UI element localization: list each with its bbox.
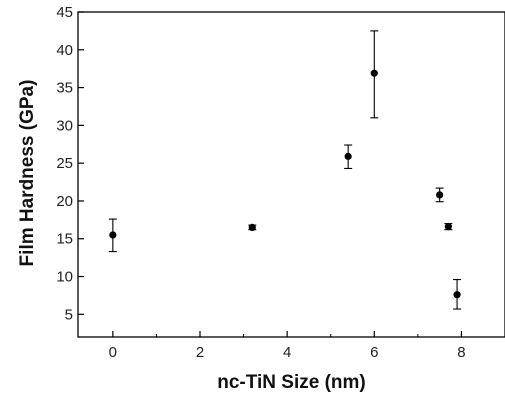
x-axis-ticks: 0 2 4 6 8 — [109, 331, 466, 361]
data-point — [436, 191, 444, 199]
y-tick-label: 30 — [56, 117, 73, 134]
y-axis-ticks: 5 10 15 20 25 30 35 40 45 — [56, 4, 84, 323]
x-tick-label: 0 — [109, 344, 117, 361]
x-tick-label: 2 — [196, 344, 204, 361]
y-tick-label: 40 — [56, 42, 73, 59]
x-tick-label: 8 — [457, 344, 465, 361]
x-tick-label: 6 — [370, 344, 378, 361]
x-tick-label: 4 — [283, 344, 291, 361]
data-point — [248, 223, 256, 232]
y-tick-label: 15 — [56, 231, 73, 248]
y-tick-label: 45 — [56, 4, 73, 21]
plot-frame — [77, 11, 505, 338]
y-tick-label: 10 — [56, 269, 73, 286]
data-point — [370, 69, 378, 77]
y-axis-title: Film Hardness (GPa) — [17, 80, 38, 267]
data-point — [453, 291, 461, 299]
x-axis-title: nc-TiN Size (nm) — [217, 372, 366, 393]
data-point — [344, 152, 352, 160]
y-tick-label: 25 — [56, 155, 73, 172]
y-tick-label: 5 — [65, 306, 73, 323]
data-point — [444, 223, 452, 231]
data-point — [109, 231, 117, 239]
data-points — [108, 30, 462, 310]
y-tick-label: 20 — [56, 193, 73, 210]
y-tick-label: 35 — [56, 80, 73, 97]
